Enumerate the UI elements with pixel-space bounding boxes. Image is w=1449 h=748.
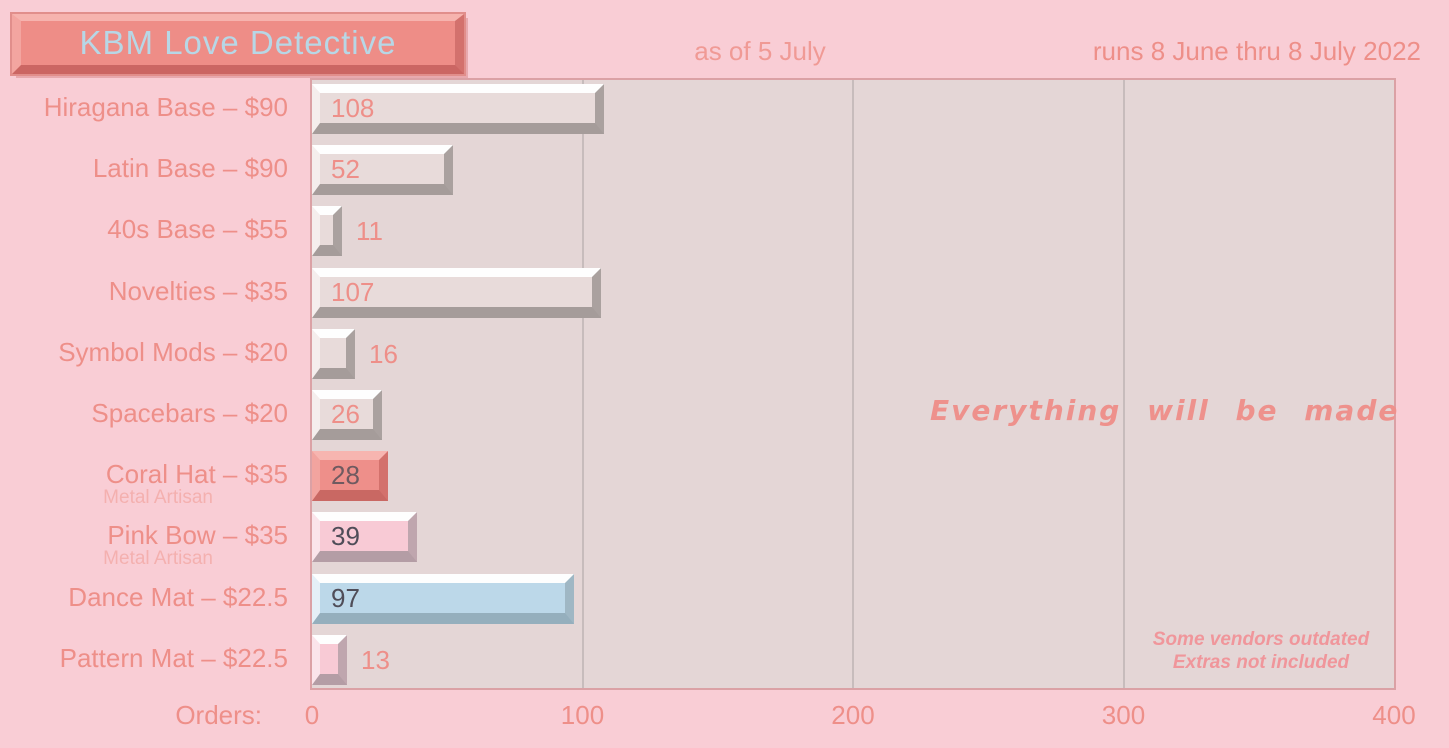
- title-keycap: KBM Love Detective: [10, 12, 466, 76]
- category-label-row: Pattern Mat – $22.5: [0, 633, 292, 683]
- bar-row: 13: [312, 634, 1394, 685]
- bar-value-label: 97: [331, 582, 360, 613]
- category-label: Pink Bow – $35: [107, 520, 288, 551]
- axis-tick-400: 400: [1372, 700, 1416, 730]
- bar-row: 16: [312, 328, 1394, 379]
- category-label: Symbol Mods – $20: [58, 336, 288, 367]
- axis-tick-200: 200: [831, 700, 875, 730]
- bar-value-label: 107: [331, 276, 375, 307]
- bar-row: 52: [312, 145, 1394, 196]
- category-labels-container: Hiragana Base – $90 Latin Base – $90 40s B…: [0, 78, 292, 690]
- bar-value-label: 13: [361, 644, 390, 675]
- date-range-text: runs 8 June thru 8 July 2022: [1092, 36, 1421, 66]
- page-title: KBM Love Detective: [79, 24, 397, 61]
- category-label: Novelties – $35: [108, 275, 288, 306]
- category-label-row: Pink Bow – $35 Metal Artisan: [0, 510, 292, 569]
- bar-value-label: 26: [331, 399, 360, 429]
- gridline-200: [852, 80, 854, 688]
- bar-value-label: 28: [331, 460, 360, 491]
- category-label: Pattern Mat – $22.5: [59, 642, 288, 673]
- axis-ticks-container: 0 100 200 300 400: [0, 700, 1449, 730]
- bar-row: 97: [312, 573, 1394, 624]
- bar-value-label: 108: [331, 93, 375, 123]
- footnotes: Some vendors outdated Extras not included: [1130, 628, 1392, 674]
- bar-2: [312, 206, 342, 257]
- bar-row: 28: [312, 451, 1394, 502]
- footnote-line: Extras not included: [1172, 652, 1350, 673]
- gridline-300: [1122, 80, 1125, 688]
- bar-row: 26: [312, 390, 1394, 440]
- axis-tick-0: 0: [304, 700, 320, 730]
- bar-value-label: 16: [369, 338, 398, 369]
- category-label-row: Spacebars – $20: [0, 388, 292, 438]
- bar-row: 108: [312, 84, 1394, 134]
- category-label: Dance Mat – $22.5: [68, 581, 288, 612]
- bar-row: 39: [312, 512, 1394, 563]
- axis-tick-100: 100: [560, 700, 605, 730]
- gridline-100: [581, 80, 584, 688]
- axis-tick-300: 300: [1101, 700, 1146, 730]
- bar-1: [312, 145, 453, 196]
- category-label-row: Symbol Mods – $20: [0, 327, 292, 377]
- bar-7: [312, 512, 417, 563]
- footnote-line: Some vendors outdated: [1152, 629, 1370, 650]
- bar-6: [312, 451, 388, 502]
- category-label-row: Coral Hat – $35 Metal Artisan: [0, 449, 292, 508]
- bar-value-label: 52: [331, 154, 360, 185]
- category-label: Latin Base – $90: [92, 153, 288, 184]
- bar-4: [312, 328, 355, 379]
- bar-9: [312, 634, 347, 685]
- bar-value-label: 39: [331, 521, 360, 552]
- bar-row: 107: [312, 267, 1394, 318]
- axis-label: Orders:: [175, 700, 262, 730]
- category-label-row: 40s Base – $55: [0, 204, 292, 254]
- category-label: 40s Base – $55: [107, 214, 288, 245]
- as-of-date-text: as of 5 July: [694, 36, 826, 66]
- category-label-row: Latin Base – $90: [0, 143, 292, 193]
- category-label-row: Hiragana Base – $90: [0, 82, 292, 132]
- category-sublabel: Metal Artisan: [103, 548, 213, 570]
- category-label: Spacebars – $20: [91, 398, 288, 428]
- category-sublabel: Metal Artisan: [103, 487, 213, 509]
- plot-area: 108 52 11 107 16 26 28 39 97 13 Everythi…: [310, 78, 1400, 690]
- bar-value-label: 11: [356, 216, 383, 247]
- bar-3: [312, 267, 601, 318]
- bar-0: [312, 84, 604, 134]
- category-label-row: Novelties – $35: [0, 266, 292, 316]
- bar-5: [312, 390, 382, 440]
- bar-8: [312, 573, 574, 624]
- category-label: Coral Hat – $35: [105, 459, 288, 490]
- category-label-row: Dance Mat – $22.5: [0, 572, 292, 622]
- bar-row: 11: [312, 206, 1394, 257]
- category-label: Hiragana Base – $90: [43, 92, 288, 122]
- annotation-text: Everything will be made: [930, 394, 1400, 427]
